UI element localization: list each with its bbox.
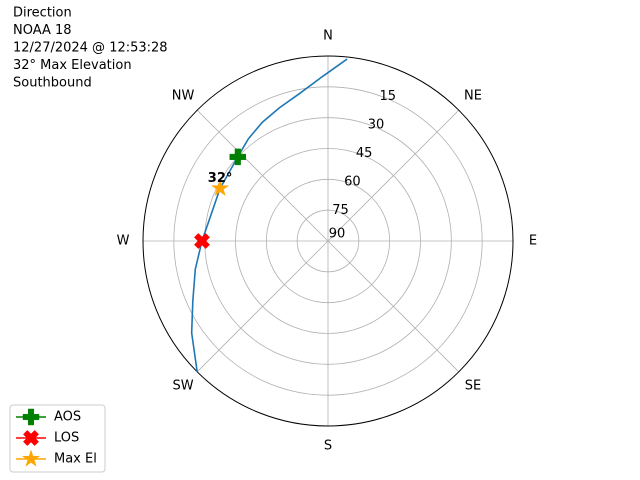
theta-tick-label: W xyxy=(117,234,130,249)
theta-tick-label: SW xyxy=(172,378,193,393)
r-tick-label: 15 xyxy=(379,89,396,104)
grid-spoke xyxy=(196,109,329,242)
title-line: NOAA 18 xyxy=(13,23,72,38)
theta-tick-label: NE xyxy=(464,89,482,104)
title-line: 32° Max Elevation xyxy=(13,58,132,73)
r-tick-label: 45 xyxy=(356,146,373,161)
grid-spoke xyxy=(196,240,329,373)
legend: AOS LOS Max El xyxy=(9,404,106,473)
title-line: Direction xyxy=(13,6,72,21)
theta-tick-label: NW xyxy=(172,89,195,104)
legend-marker xyxy=(23,430,39,446)
track-line xyxy=(190,58,348,372)
grid-spoke xyxy=(327,109,460,242)
title-line: 12/27/2024 @ 12:53:28 xyxy=(13,41,168,56)
r-tick-label: 75 xyxy=(332,203,349,218)
legend-marker xyxy=(21,449,41,467)
grid-spoke xyxy=(327,240,460,373)
marker-plus xyxy=(229,148,247,166)
marker-x xyxy=(194,233,210,249)
legend-label: Max El xyxy=(54,452,97,467)
polar-frame xyxy=(142,55,514,427)
r-tick-label: 90 xyxy=(329,227,346,242)
legend-label: AOS xyxy=(54,410,81,425)
theta-tick-label: E xyxy=(529,234,537,249)
title-line: Southbound xyxy=(13,76,92,91)
r-tick-label: 60 xyxy=(344,175,361,190)
legend-label: LOS xyxy=(54,431,79,446)
legend-marker xyxy=(22,408,40,426)
theta-tick-label: S xyxy=(324,439,332,454)
marker-star xyxy=(210,178,230,197)
r-tick-label: 30 xyxy=(368,118,385,133)
theta-tick-label: N xyxy=(323,29,333,44)
annotation: 32° xyxy=(208,171,233,186)
theta-tick-label: SE xyxy=(465,378,481,393)
